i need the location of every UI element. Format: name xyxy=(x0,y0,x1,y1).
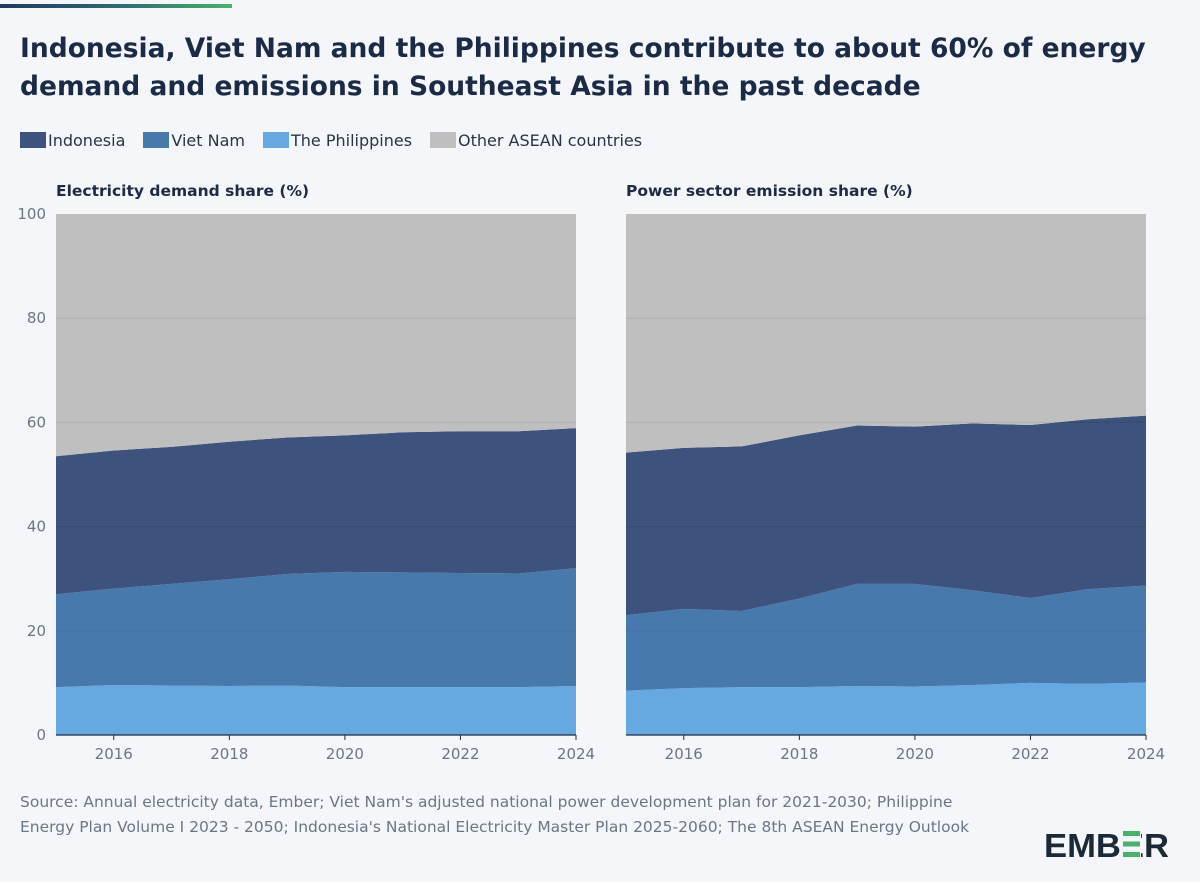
legend-label-philippines: The Philippines xyxy=(290,130,413,150)
area-the-philippines-2 xyxy=(626,682,1146,735)
y-tick-label-60: 60 xyxy=(27,413,46,431)
area-viet-nam-1 xyxy=(56,568,576,688)
y-tick-label-100: 100 xyxy=(17,205,46,223)
x-tick-label-2020-2: 2020 xyxy=(896,745,934,763)
legend-swatch-viet-nam xyxy=(143,132,170,148)
top-accent-bar xyxy=(0,4,232,8)
x-tick-label-2018-2: 2018 xyxy=(780,745,818,763)
legend: Indonesia Viet Nam The Philippines Other… xyxy=(20,129,660,151)
legend-swatch-other-asean xyxy=(430,132,457,148)
chart-panel-1: Electricity demand share (%)2016 2018 2020… xyxy=(17,182,595,763)
legend-swatch-indonesia xyxy=(20,132,46,148)
x-tick-label-2024-2: 2024 xyxy=(1127,745,1165,763)
legend-swatch-philippines xyxy=(262,132,289,148)
y-tick-label-0: 0 xyxy=(36,726,46,744)
source-note: Source: Annual electricity data, Ember; … xyxy=(20,793,970,836)
legend-item-other-asean: Other ASEAN countries xyxy=(430,131,642,150)
chart-title: Indonesia, Viet Nam and the Philippines … xyxy=(20,33,1146,102)
y-tick-label-80: 80 xyxy=(27,309,46,327)
y-tick-label-40: 40 xyxy=(27,518,46,536)
panel-title-1: Electricity demand share (%) xyxy=(56,182,309,200)
x-tick-label-2016-2: 2016 xyxy=(665,745,703,763)
chart-panel-2: Power sector emission share (%) 2016 2018 2… xyxy=(626,182,1165,763)
ember-logo-text: EMBER xyxy=(1044,827,1169,861)
x-tick-label-2018-1: 2018 xyxy=(210,745,248,763)
legend-item-philippines: The Philippines xyxy=(262,130,413,150)
area-indonesia-1 xyxy=(56,428,576,595)
x-tick-label-2016-1: 2016 xyxy=(95,745,133,763)
legend-label-viet-nam: Viet Nam xyxy=(171,130,245,150)
x-tick-label-2020-1: 2020 xyxy=(326,745,364,763)
x-tick-label-2024-1: 2024 xyxy=(557,745,595,763)
legend-label-indonesia: Indonesia xyxy=(48,130,126,150)
area-other-asean-countries-2 xyxy=(626,214,1146,453)
x-tick-label-2022-2: 2022 xyxy=(1011,745,1049,763)
area-other-asean-countries-1 xyxy=(56,214,576,457)
area-indonesia-2 xyxy=(626,415,1146,616)
panel-title-2: Power sector emission share (%) xyxy=(626,182,913,200)
area-the-philippines-1 xyxy=(56,685,576,735)
ember-logo: EMBER xyxy=(1044,827,1169,861)
area-viet-nam-2 xyxy=(626,583,1146,691)
legend-item-viet-nam: Viet Nam xyxy=(143,131,245,150)
legend-label-other-asean: Other ASEAN countries xyxy=(458,130,643,150)
x-tick-label-2022-1: 2022 xyxy=(441,745,479,763)
legend-item-indonesia: Indonesia xyxy=(20,131,125,150)
y-tick-label-20: 20 xyxy=(27,622,46,640)
charts-area: Electricity demand share (%)2016 2018 2020… xyxy=(17,182,1165,763)
